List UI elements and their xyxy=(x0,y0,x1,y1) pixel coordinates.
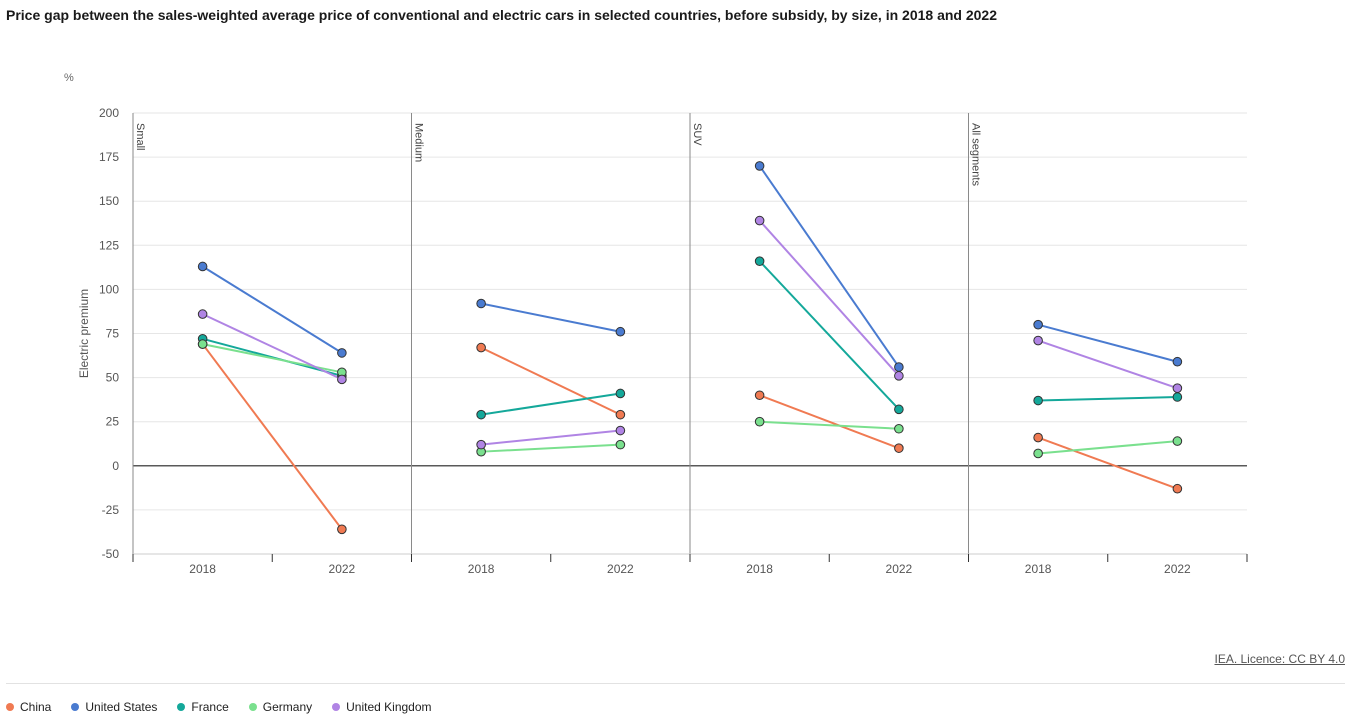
y-tick-label: 100 xyxy=(99,282,119,296)
legend-item[interactable]: Germany xyxy=(248,700,313,714)
data-point xyxy=(1033,395,1043,406)
y-tick-label: 175 xyxy=(99,150,119,164)
y-tick-label: 75 xyxy=(106,327,120,341)
series-line xyxy=(202,265,343,354)
y-axis-label: Electric premium xyxy=(77,289,91,378)
x-tick-label: 2022 xyxy=(886,562,913,576)
y-tick-label: 150 xyxy=(99,194,119,208)
data-point xyxy=(476,342,486,353)
data-point xyxy=(1033,448,1043,459)
series-line xyxy=(481,443,621,453)
series-line xyxy=(758,219,900,377)
x-tick-label: 2018 xyxy=(189,562,216,576)
chart-title: Price gap between the sales-weighted ave… xyxy=(6,7,997,23)
data-point xyxy=(337,348,347,358)
legend-item[interactable]: United States xyxy=(71,700,157,714)
data-point xyxy=(1033,319,1043,330)
panel-label: All segments xyxy=(970,123,982,186)
data-point xyxy=(1033,432,1043,443)
series-line xyxy=(759,420,899,430)
data-point xyxy=(337,374,347,385)
data-point xyxy=(615,439,626,450)
data-point xyxy=(894,423,904,434)
series-line xyxy=(1038,396,1178,402)
series-line xyxy=(1038,440,1178,455)
y-tick-label: 0 xyxy=(112,459,119,473)
data-point xyxy=(894,443,904,453)
legend-item[interactable]: China xyxy=(6,700,51,714)
legend-marker xyxy=(71,703,80,711)
legend-marker xyxy=(177,703,186,711)
series-line xyxy=(1037,323,1178,363)
data-point xyxy=(894,404,904,415)
legend-label: United Kingdom xyxy=(346,700,432,714)
legend-marker xyxy=(6,703,14,711)
data-point xyxy=(476,409,486,420)
data-point xyxy=(1172,392,1183,402)
y-tick-label: 125 xyxy=(99,238,119,252)
panel-label: Small xyxy=(134,123,146,151)
panel-label: Medium xyxy=(413,123,425,162)
data-point xyxy=(197,339,208,349)
legend-label: France xyxy=(191,700,229,714)
x-tick-label: 2018 xyxy=(468,562,495,576)
series-line xyxy=(759,394,900,450)
data-point xyxy=(1172,483,1183,494)
data-point xyxy=(754,390,765,401)
series-line xyxy=(758,165,900,368)
data-point xyxy=(615,425,626,436)
data-point xyxy=(1033,335,1043,346)
legend-label: United States xyxy=(85,700,158,714)
series-line xyxy=(201,343,343,530)
legend-divider xyxy=(6,683,1345,684)
x-tick-label: 2022 xyxy=(607,562,634,576)
legend-marker xyxy=(332,703,341,711)
series-line xyxy=(480,392,621,416)
legend-label: China xyxy=(20,700,52,714)
panel-label: SUV xyxy=(691,123,703,146)
legend-marker xyxy=(248,703,257,711)
y-tick-label: -50 xyxy=(102,547,120,561)
source-link[interactable]: IEA. Licence: CC BY 4.0 xyxy=(1214,652,1345,666)
data-point xyxy=(197,309,208,319)
data-point xyxy=(197,261,208,272)
data-point xyxy=(615,388,626,399)
series-line xyxy=(1037,339,1178,390)
data-point xyxy=(1172,383,1183,393)
series-line xyxy=(480,302,621,333)
chart-svg: 200 175 150 125 100 75 50 25 0 -25 -50 Electric pre… xyxy=(77,106,1248,576)
data-point xyxy=(754,215,765,226)
data-point xyxy=(1172,436,1183,446)
data-point xyxy=(754,256,765,266)
x-tick-label: 2022 xyxy=(1164,562,1191,576)
series-line xyxy=(481,429,621,446)
data-point xyxy=(615,326,626,337)
y-tick-label: -25 xyxy=(102,503,120,517)
data-point xyxy=(754,416,765,427)
y-tick-label: 25 xyxy=(106,415,120,429)
series-line xyxy=(758,260,900,411)
x-tick-label: 2022 xyxy=(329,562,356,576)
data-point xyxy=(476,298,486,309)
y-tick-label: 200 xyxy=(99,106,119,120)
data-point xyxy=(754,161,765,171)
data-point xyxy=(894,362,904,372)
x-tick-label: 2018 xyxy=(1025,562,1052,576)
legend-item[interactable]: United Kingdom xyxy=(332,700,432,714)
legend-item[interactable]: France xyxy=(177,700,229,714)
series-line xyxy=(480,346,621,416)
series-line xyxy=(202,343,343,374)
series-line xyxy=(1037,436,1178,490)
data-point xyxy=(615,409,626,420)
data-point xyxy=(894,371,904,381)
y-tick-label: 50 xyxy=(106,371,120,385)
unit-label: % xyxy=(64,72,74,84)
data-point xyxy=(337,524,347,535)
data-point xyxy=(1172,356,1183,367)
data-point xyxy=(476,439,486,450)
x-tick-label: 2018 xyxy=(746,562,773,576)
legend-label: Germany xyxy=(262,700,313,714)
series-line xyxy=(202,313,343,381)
legend: China United States France Germany United Ki… xyxy=(6,700,432,714)
